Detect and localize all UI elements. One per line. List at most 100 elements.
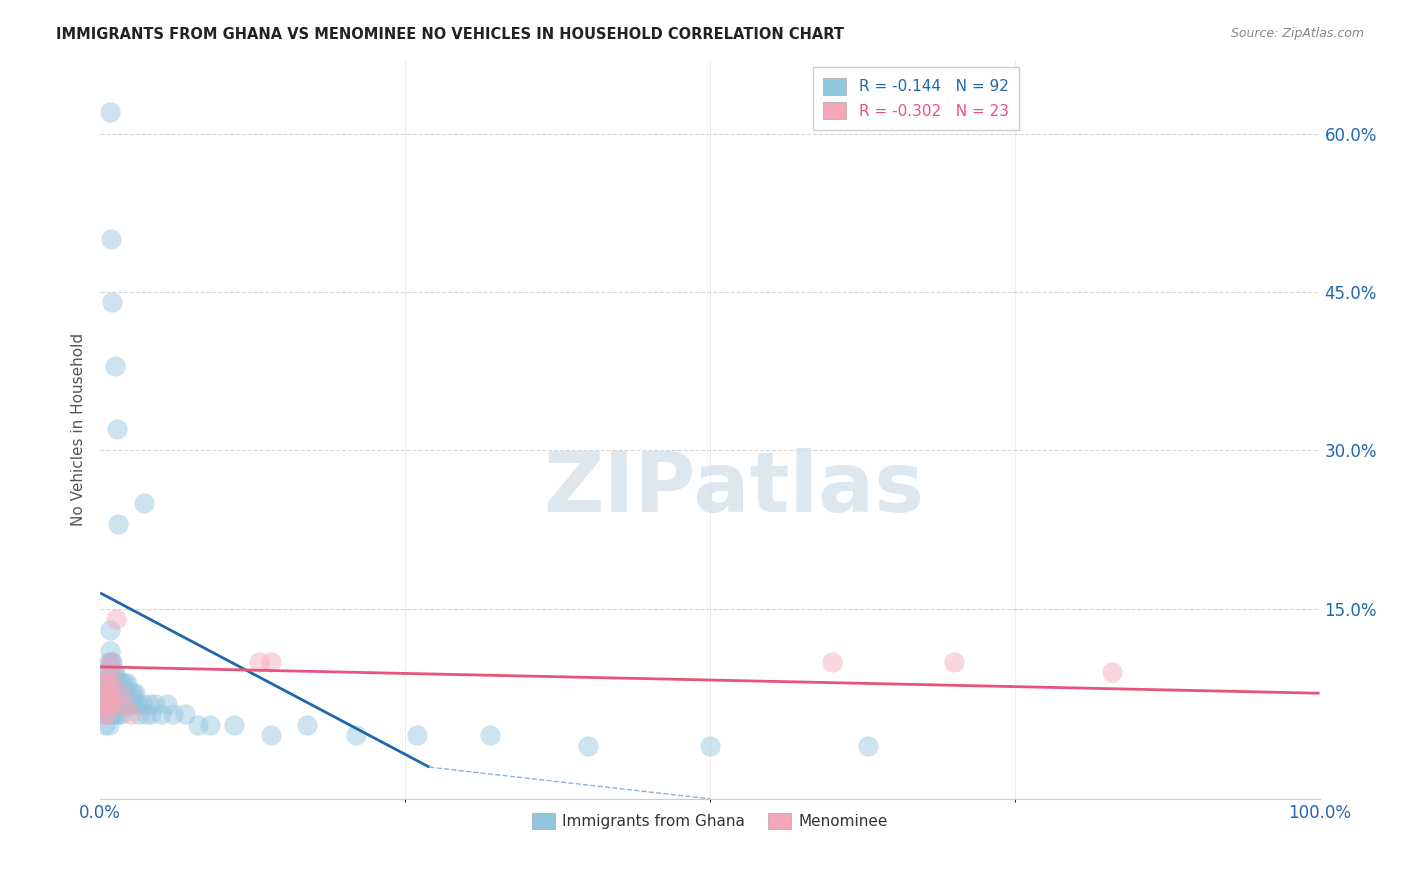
Point bbox=[100, 655, 122, 669]
Point bbox=[344, 729, 367, 743]
Point bbox=[100, 697, 122, 711]
Point bbox=[94, 675, 117, 690]
Point bbox=[260, 655, 283, 669]
Legend: Immigrants from Ghana, Menominee: Immigrants from Ghana, Menominee bbox=[526, 806, 894, 836]
Point bbox=[103, 697, 125, 711]
Point bbox=[101, 686, 124, 700]
Point bbox=[93, 686, 115, 700]
Point bbox=[93, 707, 115, 722]
Point bbox=[576, 739, 599, 753]
Point bbox=[114, 697, 136, 711]
Point bbox=[115, 697, 138, 711]
Point bbox=[98, 655, 121, 669]
Point bbox=[94, 697, 117, 711]
Point bbox=[224, 718, 246, 732]
Point bbox=[100, 686, 122, 700]
Point bbox=[108, 686, 131, 700]
Point bbox=[97, 675, 120, 690]
Point bbox=[131, 697, 153, 711]
Point bbox=[101, 675, 124, 690]
Point bbox=[103, 697, 125, 711]
Point bbox=[297, 718, 319, 732]
Point bbox=[141, 707, 163, 722]
Point bbox=[96, 686, 118, 700]
Point bbox=[124, 686, 146, 700]
Point bbox=[1101, 665, 1123, 679]
Point bbox=[128, 707, 150, 722]
Point bbox=[150, 707, 173, 722]
Point bbox=[260, 729, 283, 743]
Point bbox=[114, 675, 136, 690]
Point bbox=[104, 665, 127, 679]
Point bbox=[125, 697, 148, 711]
Point bbox=[100, 686, 122, 700]
Point bbox=[103, 686, 125, 700]
Point bbox=[94, 697, 117, 711]
Point bbox=[94, 718, 117, 732]
Point bbox=[110, 707, 132, 722]
Point bbox=[124, 697, 146, 711]
Point bbox=[187, 718, 209, 732]
Point bbox=[135, 707, 157, 722]
Point bbox=[115, 675, 138, 690]
Point bbox=[98, 105, 121, 120]
Point bbox=[98, 665, 121, 679]
Point bbox=[96, 707, 118, 722]
Point bbox=[162, 707, 184, 722]
Point bbox=[98, 644, 121, 658]
Point bbox=[104, 359, 127, 373]
Point bbox=[97, 655, 120, 669]
Point bbox=[98, 623, 121, 637]
Point bbox=[100, 232, 122, 246]
Point bbox=[96, 665, 118, 679]
Point bbox=[98, 675, 121, 690]
Point bbox=[96, 686, 118, 700]
Point bbox=[132, 496, 155, 510]
Point bbox=[101, 655, 124, 669]
Point bbox=[104, 675, 127, 690]
Point bbox=[101, 295, 124, 310]
Point bbox=[101, 675, 124, 690]
Point bbox=[138, 697, 160, 711]
Point bbox=[117, 686, 139, 700]
Point bbox=[96, 675, 118, 690]
Text: ZIPatlas: ZIPatlas bbox=[544, 448, 925, 529]
Point bbox=[97, 686, 120, 700]
Point bbox=[110, 686, 132, 700]
Point bbox=[96, 707, 118, 722]
Y-axis label: No Vehicles in Household: No Vehicles in Household bbox=[72, 333, 86, 525]
Point bbox=[479, 729, 502, 743]
Point bbox=[96, 697, 118, 711]
Point bbox=[107, 707, 129, 722]
Point bbox=[101, 707, 124, 722]
Point bbox=[121, 697, 143, 711]
Point bbox=[118, 697, 141, 711]
Text: IMMIGRANTS FROM GHANA VS MENOMINEE NO VEHICLES IN HOUSEHOLD CORRELATION CHART: IMMIGRANTS FROM GHANA VS MENOMINEE NO VE… bbox=[56, 27, 844, 42]
Point bbox=[104, 707, 127, 722]
Point bbox=[406, 729, 429, 743]
Point bbox=[120, 707, 142, 722]
Point bbox=[100, 675, 122, 690]
Point bbox=[104, 697, 127, 711]
Text: Source: ZipAtlas.com: Source: ZipAtlas.com bbox=[1230, 27, 1364, 40]
Point bbox=[94, 675, 117, 690]
Point bbox=[108, 675, 131, 690]
Point bbox=[111, 697, 134, 711]
Point bbox=[98, 707, 121, 722]
Point bbox=[105, 675, 128, 690]
Point bbox=[107, 686, 129, 700]
Point bbox=[699, 739, 721, 753]
Point bbox=[112, 686, 135, 700]
Point bbox=[174, 707, 197, 722]
Point bbox=[96, 707, 118, 722]
Point bbox=[104, 675, 127, 690]
Point bbox=[104, 612, 127, 626]
Point bbox=[156, 697, 179, 711]
Point bbox=[96, 665, 118, 679]
Point bbox=[143, 697, 166, 711]
Point bbox=[96, 686, 118, 700]
Point bbox=[96, 697, 118, 711]
Point bbox=[114, 686, 136, 700]
Point bbox=[107, 517, 129, 532]
Point bbox=[97, 697, 120, 711]
